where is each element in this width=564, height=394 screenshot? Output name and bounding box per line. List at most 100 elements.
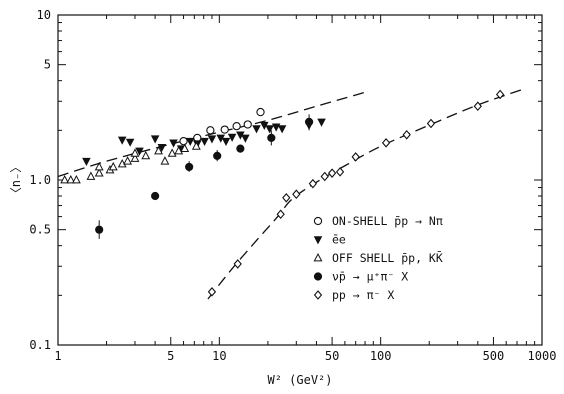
legend-marker-onshell — [313, 216, 323, 226]
legend: ON-SHELL p̄p → Nπ ēe OFF SHELL p̄p, KK̄ ν̄… — [313, 214, 443, 302]
data-points — [60, 89, 505, 297]
tick-marks — [57, 14, 543, 346]
legend-item-offshell: OFF SHELL p̄p, KK̄ — [313, 251, 443, 265]
legend-item-nubar: ν̄p → μ⁺π⁻ X — [313, 270, 408, 284]
point-ee — [241, 134, 250, 143]
point-nubar — [185, 161, 194, 172]
point-offshell — [94, 168, 104, 177]
point-ee — [157, 143, 167, 153]
point-pp — [402, 129, 411, 140]
y-tick-labels: 0.1 0.5 1.0 5 10 — [29, 8, 51, 352]
point-onshell — [256, 107, 265, 117]
legend-marker-ee — [313, 236, 323, 245]
point-pp — [351, 152, 360, 162]
point-ee — [135, 147, 144, 156]
point-offshell — [130, 153, 140, 162]
x-tick-label: 10 — [212, 349, 226, 363]
y-axis-label: 〈n₋〉 — [9, 161, 23, 199]
point-offshell — [167, 148, 177, 157]
point-ee — [82, 157, 91, 167]
point-ee — [227, 133, 237, 142]
point-ee — [277, 125, 287, 134]
point-ee — [125, 138, 135, 147]
point-pp — [320, 171, 329, 182]
y-tick-label: 5 — [44, 58, 51, 72]
legend-label: ν̄p → μ⁺π⁻ X — [332, 270, 408, 284]
point-onshell — [206, 126, 215, 135]
y-tick-label: 0.1 — [29, 338, 51, 352]
point-ee — [200, 137, 209, 146]
point-ee — [185, 137, 195, 146]
x-tick-label: 1 — [54, 349, 61, 363]
point-nubar — [267, 130, 276, 146]
point-offshell — [160, 156, 170, 165]
point-pp — [495, 89, 505, 100]
y-tick-label: 1.0 — [29, 173, 51, 187]
point-ee — [117, 136, 127, 145]
point-pp — [207, 287, 217, 297]
point-onshell — [179, 136, 188, 146]
x-tick-label: 5 — [167, 349, 174, 363]
point-ee — [265, 125, 274, 134]
point-ee — [317, 118, 326, 127]
legend-marker-nubar — [313, 272, 323, 281]
point-offshell — [94, 161, 104, 171]
x-tick-label: 100 — [370, 349, 392, 363]
point-ee — [252, 125, 261, 134]
point-pp — [308, 178, 318, 189]
point-offshell — [86, 171, 96, 180]
point-offshell — [141, 150, 151, 160]
point-offshell — [71, 174, 81, 184]
legend-label: pp → π⁻ X — [332, 288, 394, 302]
point-nubar — [236, 144, 245, 153]
point-offshell — [108, 161, 118, 171]
legend-item-ee: ēe — [313, 233, 346, 247]
point-pp — [426, 118, 436, 129]
legend-label: ēe — [332, 233, 346, 247]
point-ee — [271, 123, 281, 132]
x-tick-label: 1000 — [528, 349, 557, 363]
point-offshell — [66, 174, 76, 184]
point-pp — [473, 101, 482, 112]
legend-marker-offshell — [313, 252, 323, 262]
point-onshell — [243, 120, 252, 129]
point-offshell — [130, 148, 140, 157]
point-offshell — [123, 156, 133, 165]
point-nubar — [213, 149, 222, 162]
point-onshell — [193, 133, 202, 143]
point-pp — [276, 209, 285, 220]
legend-marker-pp — [313, 290, 323, 300]
point-onshell — [232, 122, 241, 131]
point-nubar — [95, 220, 104, 239]
x-axis-label: W² (GeV²) — [267, 373, 332, 387]
point-offshell — [191, 141, 201, 150]
point-pp — [381, 138, 391, 148]
point-ee — [169, 139, 178, 148]
point-offshell — [174, 145, 184, 155]
x-tick-label: 500 — [483, 349, 505, 363]
point-ee — [221, 137, 231, 146]
point-offshell — [154, 145, 163, 155]
point-ee — [150, 135, 160, 144]
legend-label: OFF SHELL p̄p, KK̄ — [332, 251, 443, 265]
point-offshell — [180, 143, 190, 152]
point-offshell — [60, 174, 70, 184]
legend-item-pp: pp → π⁻ X — [313, 288, 394, 302]
x-tick-labels: 1 5 10 50 100 500 1000 — [54, 349, 556, 363]
point-onshell — [220, 125, 229, 134]
point-pp — [282, 193, 291, 203]
point-ee — [207, 135, 217, 144]
x-tick-label: 50 — [325, 349, 339, 363]
point-nubar — [304, 114, 314, 131]
y-tick-label: 0.5 — [29, 223, 51, 237]
y-tick-label: 10 — [37, 8, 51, 22]
point-pp — [292, 189, 301, 200]
legend-label: ON-SHELL p̄p → Nπ — [332, 214, 443, 228]
point-pp — [327, 168, 337, 178]
point-pp — [335, 167, 345, 177]
legend-item-onshell: ON-SHELL p̄p → Nπ — [313, 214, 443, 228]
point-nubar — [151, 191, 160, 201]
point-pp — [233, 259, 242, 269]
